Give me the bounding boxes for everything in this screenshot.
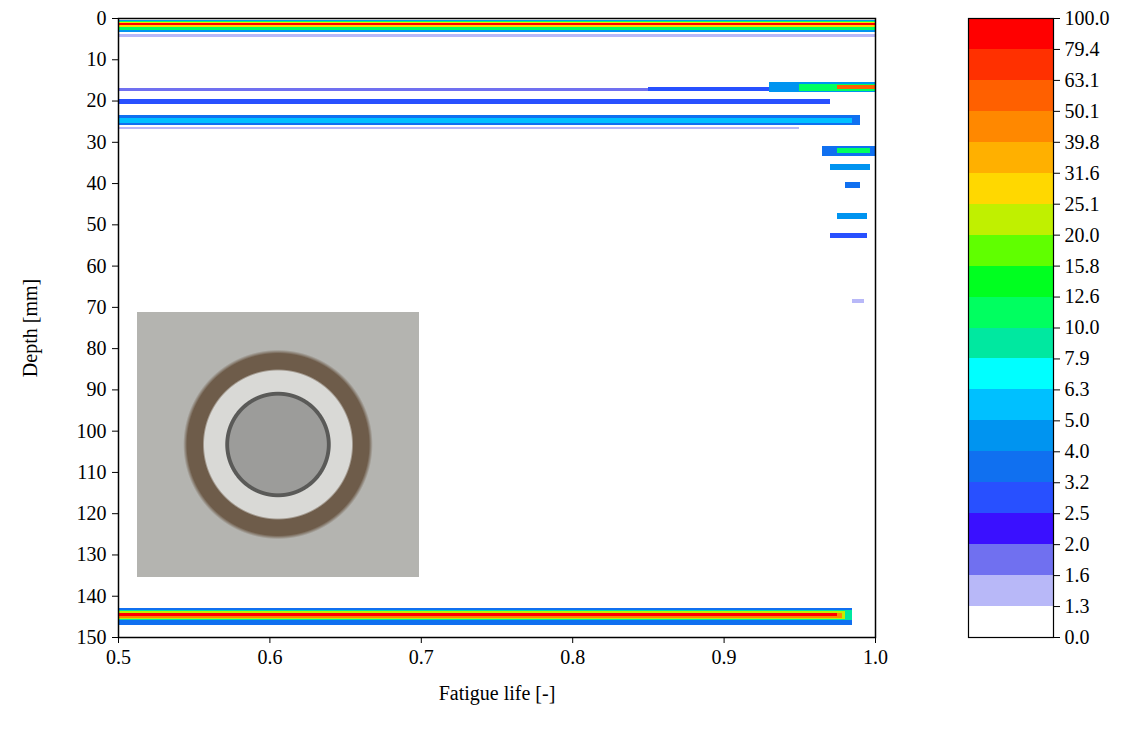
svg-text:20: 20 <box>87 89 107 111</box>
svg-text:150: 150 <box>77 626 107 648</box>
svg-text:100: 100 <box>77 420 107 442</box>
svg-text:79.4: 79.4 <box>1065 38 1100 60</box>
svg-text:1.3: 1.3 <box>1065 595 1090 617</box>
svg-text:1.6: 1.6 <box>1065 564 1090 586</box>
svg-text:2.0: 2.0 <box>1065 533 1090 555</box>
svg-text:50: 50 <box>87 213 107 235</box>
svg-text:39.8: 39.8 <box>1065 131 1100 153</box>
svg-text:30: 30 <box>87 131 107 153</box>
svg-text:31.6: 31.6 <box>1065 162 1100 184</box>
svg-text:70: 70 <box>87 296 107 318</box>
svg-text:0.7: 0.7 <box>409 646 434 668</box>
svg-text:100.0: 100.0 <box>1065 7 1110 29</box>
svg-text:140: 140 <box>77 585 107 607</box>
svg-text:63.1: 63.1 <box>1065 69 1100 91</box>
svg-text:90: 90 <box>87 378 107 400</box>
svg-text:120: 120 <box>77 502 107 524</box>
svg-text:0.0: 0.0 <box>1065 626 1090 648</box>
svg-text:15.8: 15.8 <box>1065 255 1100 277</box>
svg-text:7.9: 7.9 <box>1065 347 1090 369</box>
svg-text:10.0: 10.0 <box>1065 316 1100 338</box>
svg-text:110: 110 <box>77 461 106 483</box>
svg-text:0.9: 0.9 <box>712 646 737 668</box>
svg-text:Depth [mm]: Depth [mm] <box>19 279 42 377</box>
svg-text:25.1: 25.1 <box>1065 193 1100 215</box>
svg-text:60: 60 <box>87 255 107 277</box>
svg-text:4.0: 4.0 <box>1065 440 1090 462</box>
svg-text:3.2: 3.2 <box>1065 471 1090 493</box>
svg-text:0.5: 0.5 <box>106 646 131 668</box>
svg-text:2.5: 2.5 <box>1065 502 1090 524</box>
svg-text:12.6: 12.6 <box>1065 285 1100 307</box>
svg-text:0: 0 <box>97 7 107 29</box>
svg-text:1.0: 1.0 <box>863 646 888 668</box>
svg-text:10: 10 <box>87 48 107 70</box>
svg-text:20.0: 20.0 <box>1065 224 1100 246</box>
svg-text:5.0: 5.0 <box>1065 409 1090 431</box>
svg-text:0.8: 0.8 <box>560 646 585 668</box>
svg-text:80: 80 <box>87 337 107 359</box>
svg-text:50.1: 50.1 <box>1065 100 1100 122</box>
svg-text:Fatigue life [-]: Fatigue life [-] <box>439 682 556 705</box>
svg-text:40: 40 <box>87 172 107 194</box>
svg-text:6.3: 6.3 <box>1065 378 1090 400</box>
svg-text:130: 130 <box>77 543 107 565</box>
svg-text:0.6: 0.6 <box>257 646 282 668</box>
